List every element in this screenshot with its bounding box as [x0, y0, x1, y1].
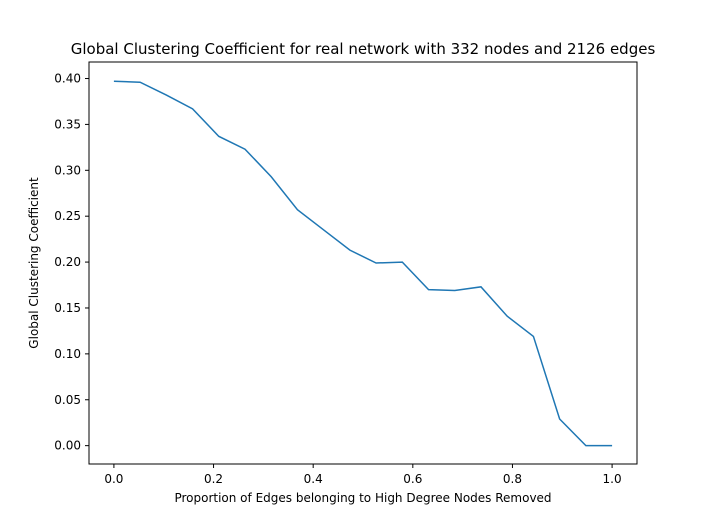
y-tick-label: 0.10	[54, 347, 81, 361]
x-tick-label: 0.0	[104, 472, 123, 486]
y-tick-label: 0.40	[54, 72, 81, 86]
x-tick-label: 0.6	[403, 472, 422, 486]
x-tick-label: 1.0	[603, 472, 622, 486]
y-tick-label: 0.35	[54, 117, 81, 131]
x-tick-label: 0.4	[304, 472, 323, 486]
y-tick-label: 0.20	[54, 255, 81, 269]
series-line	[113, 80, 613, 447]
y-tick-label: 0.15	[54, 301, 81, 315]
chart-title: Global Clustering Coefficient for real n…	[71, 40, 656, 58]
y-tick-label: 0.25	[54, 209, 81, 223]
x-axis-label: Proportion of Edges belonging to High De…	[174, 491, 551, 505]
y-tick-label: 0.00	[54, 439, 81, 453]
x-tick-label: 0.8	[503, 472, 522, 486]
x-axis: 0.0 0.2 0.4 0.6 0.8 1.0	[104, 464, 622, 486]
x-tick-label: 0.2	[204, 472, 223, 486]
y-tick-label: 0.05	[54, 393, 81, 407]
y-tick-label: 0.30	[54, 163, 81, 177]
plot-area	[88, 61, 638, 465]
y-axis-label: Global Clustering Coefficient	[27, 177, 41, 349]
y-axis: 0.00 0.05 0.10 0.15 0.20 0.25 0.30 0.35 0.40	[54, 72, 89, 453]
